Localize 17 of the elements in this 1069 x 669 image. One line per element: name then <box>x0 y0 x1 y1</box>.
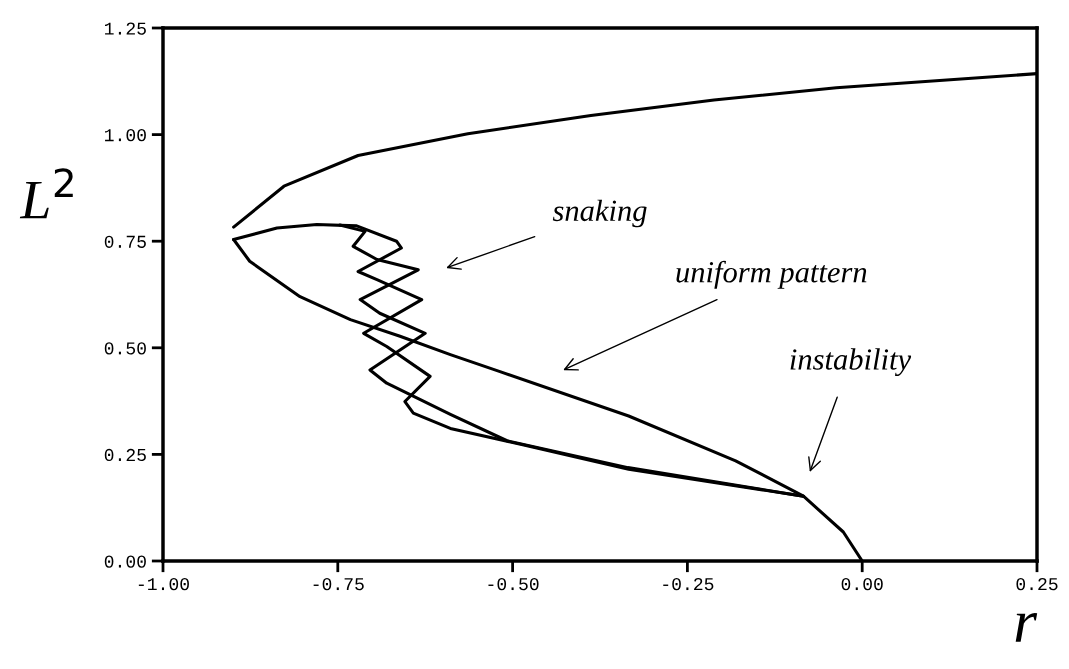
annotation: uniform pattern <box>676 260 867 289</box>
x-tick-label: 0.00 <box>841 577 883 591</box>
x-tick-label: -0.25 <box>663 577 714 591</box>
y-tick-label: 1.00 <box>104 129 146 142</box>
x-tick-label: 0.25 <box>1016 577 1058 591</box>
x-tick-label: -0.75 <box>313 577 364 591</box>
x-axis-title: r <box>1015 612 1038 642</box>
y-axis-title: L$^{2}$ <box>19 168 73 219</box>
y-tick-label: 1.25 <box>104 22 146 35</box>
annotation: snaking <box>552 199 647 228</box>
y-tick-label: 0.25 <box>104 448 146 462</box>
y-tick-label: 0.00 <box>104 555 146 568</box>
y-tick-label: 0.75 <box>104 235 146 248</box>
y-tick-label: 0.50 <box>104 342 146 355</box>
x-tick-label: -1.00 <box>138 577 189 591</box>
annotation: instability <box>790 348 912 377</box>
x-tick-label: -0.50 <box>488 577 539 591</box>
